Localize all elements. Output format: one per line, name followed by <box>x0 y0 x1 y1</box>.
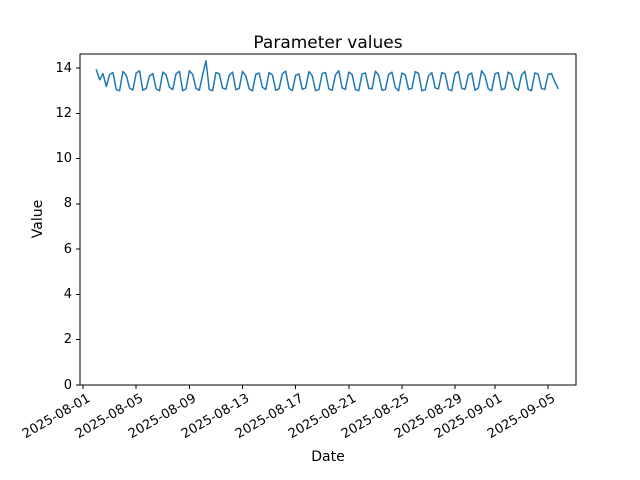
x-axis-label: Date <box>311 449 345 465</box>
y-tick-label: 12 <box>55 105 72 121</box>
axes-spines <box>79 53 577 386</box>
y-tick-label: 2 <box>63 332 72 348</box>
y-tick-label: 0 <box>63 377 72 393</box>
y-tick-label: 8 <box>63 196 72 212</box>
y-tick-label: 10 <box>55 151 72 167</box>
y-tick-label: 6 <box>63 241 72 257</box>
series-line <box>95 60 559 92</box>
chart-title: Parameter values <box>253 33 403 53</box>
y-tick-label: 14 <box>55 60 72 76</box>
y-tick-label: 4 <box>63 286 72 302</box>
